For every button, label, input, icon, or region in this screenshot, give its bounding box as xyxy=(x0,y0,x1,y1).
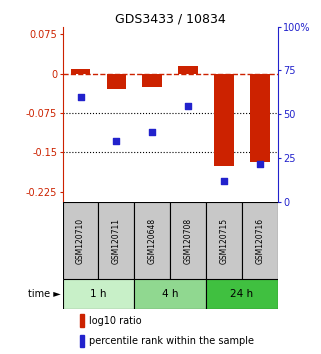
Bar xyxy=(80,335,84,347)
Text: GSM120648: GSM120648 xyxy=(148,218,157,264)
Text: GSM120708: GSM120708 xyxy=(184,218,193,264)
Point xyxy=(186,103,191,108)
Point xyxy=(78,94,83,100)
Text: 1 h: 1 h xyxy=(90,289,107,299)
Text: GSM120710: GSM120710 xyxy=(76,218,85,264)
Text: GSM120715: GSM120715 xyxy=(219,218,229,264)
Bar xyxy=(214,74,234,166)
Title: GDS3433 / 10834: GDS3433 / 10834 xyxy=(115,12,226,25)
Bar xyxy=(80,314,84,327)
Text: GSM120711: GSM120711 xyxy=(112,218,121,264)
Bar xyxy=(134,279,206,309)
Bar xyxy=(206,279,278,309)
Bar xyxy=(107,74,126,90)
Bar xyxy=(63,202,99,279)
Text: percentile rank within the sample: percentile rank within the sample xyxy=(90,336,255,347)
Bar xyxy=(134,202,170,279)
Text: GSM120716: GSM120716 xyxy=(255,218,264,264)
Point xyxy=(221,178,226,184)
Bar xyxy=(99,202,134,279)
Bar xyxy=(71,69,91,74)
Point xyxy=(257,161,262,166)
Bar xyxy=(142,74,162,87)
Text: 4 h: 4 h xyxy=(162,289,178,299)
Point xyxy=(114,138,119,144)
Text: 24 h: 24 h xyxy=(230,289,253,299)
Point xyxy=(150,129,155,135)
Bar xyxy=(206,202,242,279)
Bar xyxy=(170,202,206,279)
Bar xyxy=(178,66,198,74)
Bar xyxy=(250,74,270,162)
Text: time ►: time ► xyxy=(28,289,61,299)
Text: log10 ratio: log10 ratio xyxy=(90,316,142,326)
Bar xyxy=(63,279,134,309)
Bar xyxy=(242,202,278,279)
